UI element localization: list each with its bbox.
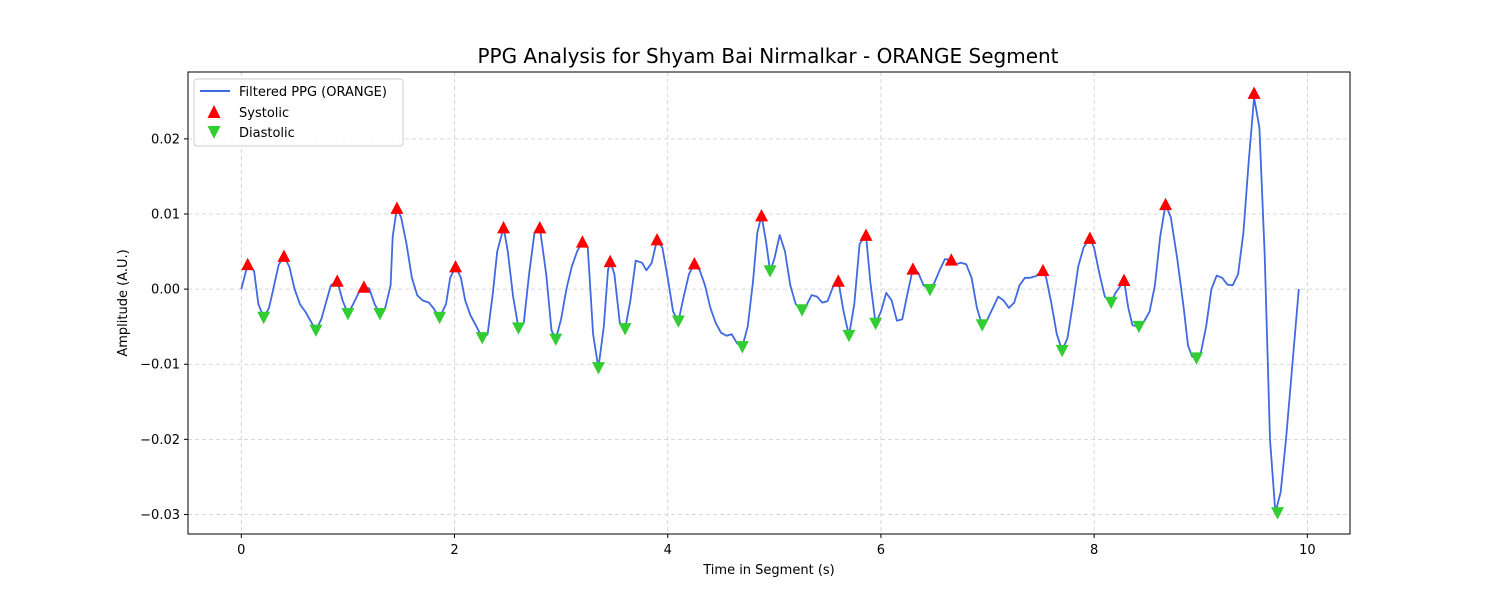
- diastolic-marker: [618, 323, 632, 336]
- y-tick-label: −0.01: [140, 358, 180, 373]
- grid: [188, 72, 1350, 534]
- plot-frame: [187, 71, 1351, 535]
- diastolic-marker: [1271, 507, 1285, 520]
- systolic-marker: [330, 274, 344, 287]
- x-tick-label: 10: [1299, 543, 1316, 558]
- y-tick-label: 0.00: [151, 283, 180, 298]
- legend: Filtered PPG (ORANGE) Systolic Diastolic: [193, 78, 404, 147]
- systolic-marker: [1247, 86, 1261, 99]
- diastolic-marker: [373, 308, 387, 321]
- y-tick-label: 0.01: [151, 207, 180, 222]
- diastolic-marker: [511, 322, 525, 335]
- y-tick-label: −0.03: [140, 508, 180, 523]
- legend-label-systolic: Systolic: [239, 106, 289, 121]
- x-tick-label: 8: [1090, 543, 1098, 558]
- diastolic-marker: [1189, 352, 1203, 365]
- systolic-marker: [1036, 263, 1050, 277]
- systolic-marker: [357, 280, 371, 293]
- systolic-marker: [944, 253, 958, 266]
- systolic-marker: [1083, 231, 1097, 244]
- diastolic-marker: [1104, 296, 1118, 310]
- diastolic-marker: [341, 308, 355, 321]
- diastolic-marker: [591, 362, 605, 375]
- y-axis-label: Amplitude (A.U.): [116, 249, 131, 356]
- x-axis-label: Time in Segment (s): [702, 563, 834, 578]
- x-tick-label: 6: [877, 543, 885, 558]
- y-tick-label: −0.02: [140, 433, 180, 448]
- systolic-marker: [241, 257, 255, 271]
- systolic-marker: [497, 221, 511, 234]
- systolic-marker: [533, 221, 547, 234]
- systolic-marker: [1159, 197, 1173, 211]
- systolic-marker: [575, 235, 589, 248]
- systolic-marker: [1117, 273, 1131, 286]
- systolic-marker: [906, 262, 920, 275]
- diastolic-marker: [763, 265, 777, 278]
- diastolic-marker: [869, 317, 883, 331]
- filtered-ppg-line: [240, 96, 1300, 514]
- legend-label-diastolic: Diastolic: [239, 126, 295, 141]
- systolic-marker: [650, 233, 664, 246]
- systolic-marker: [277, 249, 291, 262]
- systolic-marker: [859, 228, 873, 241]
- diastolic-marker: [257, 311, 271, 325]
- diastolic-marker: [975, 319, 989, 332]
- y-tick-label: 0.02: [151, 132, 180, 147]
- diastolic-marker: [1055, 344, 1069, 358]
- legend-systolic-marker: [207, 105, 221, 118]
- diastolic-marker: [671, 315, 685, 328]
- x-tick-label: 4: [664, 543, 672, 558]
- diastolic-marker: [1132, 320, 1146, 334]
- x-tick-label: 2: [450, 543, 458, 558]
- diastolic-marker: [923, 284, 937, 297]
- y-axis-ticks: −0.03 −0.02 −0.01 0.00 0.01 0.02: [140, 132, 188, 523]
- diastolic-marker: [549, 333, 563, 346]
- systolic-marker: [687, 257, 701, 270]
- systolic-marker: [603, 254, 617, 268]
- legend-diastolic-marker: [207, 126, 221, 139]
- diastolic-marker: [475, 332, 489, 345]
- legend-box: [193, 78, 404, 147]
- x-axis-ticks: 0 2 4 6 8 10: [237, 534, 1316, 558]
- diastolic-marker: [795, 304, 809, 317]
- systolic-marker: [449, 260, 463, 273]
- diastolic-marker: [735, 341, 749, 354]
- chart-title: PPG Analysis for Shyam Bai Nirmalkar - O…: [477, 44, 1058, 68]
- plot-series: [240, 86, 1300, 520]
- systolic-marker: [755, 208, 769, 222]
- systolic-marker: [831, 274, 845, 287]
- systolic-marker: [390, 201, 404, 214]
- diastolic-marker: [433, 311, 447, 325]
- legend-label-filtered-ppg: Filtered PPG (ORANGE): [239, 85, 387, 100]
- x-tick-label: 0: [237, 543, 245, 558]
- diastolic-marker: [842, 329, 856, 343]
- diastolic-marker: [309, 324, 323, 337]
